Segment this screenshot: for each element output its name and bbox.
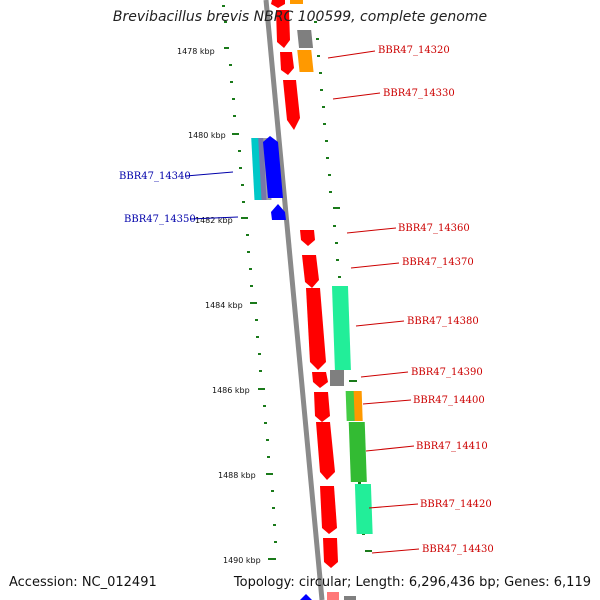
gene-label: BBR47_14430	[422, 544, 494, 555]
gene-feature	[348, 422, 367, 482]
gene-feature	[297, 50, 314, 72]
gene-feature	[316, 422, 335, 480]
tick-label: 1486 kbp	[212, 386, 250, 395]
tick-label: 1478 kbp	[177, 47, 215, 56]
gene-label: BBR47_14350	[124, 214, 196, 225]
tick-label: 1480 kbp	[188, 131, 226, 140]
gene-feature	[344, 596, 356, 600]
topology-text: Topology: circular; Length: 6,296,436 bp…	[233, 575, 591, 590]
gene-label: BBR47_14330	[383, 88, 455, 99]
gene-label: BBR47_14410	[416, 441, 488, 452]
gene-label: BBR47_14390	[411, 367, 483, 378]
gene-feature	[323, 538, 338, 568]
gene-feature	[331, 286, 351, 370]
gene-feature	[345, 391, 356, 421]
gene-features	[251, 0, 373, 600]
gene-feature	[271, 0, 285, 8]
accession-text: Accession: NC_012491	[9, 575, 157, 590]
gene-feature	[312, 372, 328, 388]
gene-feature	[276, 10, 290, 48]
gene-feature	[258, 138, 268, 200]
gene-labels: BBR47_14320 BBR47_14330 BBR47_14340 BBR4…	[119, 45, 494, 555]
gene-feature	[354, 484, 373, 534]
gene-feature	[306, 288, 326, 370]
gene-feature	[302, 255, 319, 288]
gene-label: BBR47_14420	[420, 499, 492, 510]
gene-feature	[327, 592, 339, 600]
gene-feature	[320, 486, 337, 534]
tick-label: 1490 kbp	[223, 556, 261, 565]
gene-feature	[314, 392, 330, 422]
genome-title: Brevibacillus brevis NBRC 100599, comple…	[112, 9, 488, 25]
gene-label: BBR47_14340	[119, 171, 191, 182]
tick-ring-outer	[222, 5, 277, 560]
gene-label: BBR47_14360	[398, 223, 470, 234]
kbp-labels: 1478 kbp 1480 kbp 1482 kbp 1484 kbp 1486…	[177, 47, 261, 565]
gene-feature	[353, 391, 363, 421]
gene-feature	[283, 80, 300, 130]
gene-label: BBR47_14320	[378, 45, 450, 56]
gene-leaders	[185, 50, 420, 554]
gene-label: BBR47_14380	[407, 316, 479, 327]
tick-label: 1484 kbp	[205, 301, 243, 310]
tick-label: 1482 kbp	[195, 216, 233, 225]
gene-feature	[271, 204, 286, 220]
gene-feature	[280, 52, 294, 75]
gene-feature	[300, 594, 312, 600]
tick-label: 1488 kbp	[218, 471, 256, 480]
genome-backbone	[263, 0, 325, 600]
gene-feature	[297, 30, 314, 48]
gene-feature	[290, 0, 303, 4]
gene-feature	[263, 136, 283, 198]
gene-label: BBR47_14370	[402, 257, 474, 268]
gene-label: BBR47_14400	[413, 395, 485, 406]
gene-feature	[300, 230, 315, 246]
gene-feature	[330, 370, 344, 386]
